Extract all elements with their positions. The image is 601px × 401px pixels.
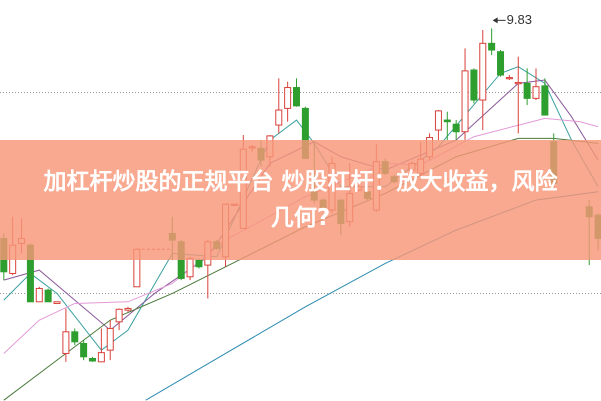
candle-body — [541, 85, 549, 116]
candle-body — [523, 82, 531, 99]
max-arrow-head — [492, 17, 498, 24]
title-banner: 加杠杆炒股的正规平台 炒股杠杆：放大收益，风险 几何? — [0, 140, 601, 260]
candle-body — [71, 331, 79, 343]
candle-body — [62, 331, 70, 354]
candle-body — [452, 123, 460, 133]
candle-body — [284, 87, 292, 109]
candle-body — [293, 87, 301, 107]
candle-body — [470, 69, 478, 101]
candle-body — [461, 70, 469, 133]
candle-body — [443, 119, 451, 123]
candle-body — [497, 51, 505, 76]
candle-body — [80, 342, 88, 358]
candle-body — [434, 110, 442, 131]
candle-body — [53, 301, 61, 304]
candle-body — [124, 307, 132, 311]
candle-body — [97, 352, 105, 363]
candle-body — [275, 109, 283, 126]
candle-body — [479, 42, 487, 101]
candle-body — [106, 327, 114, 351]
banner-title-line2: 几何? — [270, 205, 331, 231]
candle-body — [488, 42, 496, 51]
banner-title-line1: 加杠杆炒股的正规平台 炒股杠杆：放大收益，风险 — [43, 169, 558, 195]
candle-body — [89, 357, 96, 362]
candle-body — [35, 287, 43, 303]
candle-body — [115, 308, 123, 323]
candle-body — [186, 257, 194, 278]
candle-body — [44, 289, 52, 303]
candle-body — [505, 77, 513, 80]
candle-body — [195, 259, 203, 268]
max-price-label: 9.83 — [506, 12, 532, 28]
candle-body — [532, 86, 540, 99]
candle-body — [514, 82, 522, 85]
